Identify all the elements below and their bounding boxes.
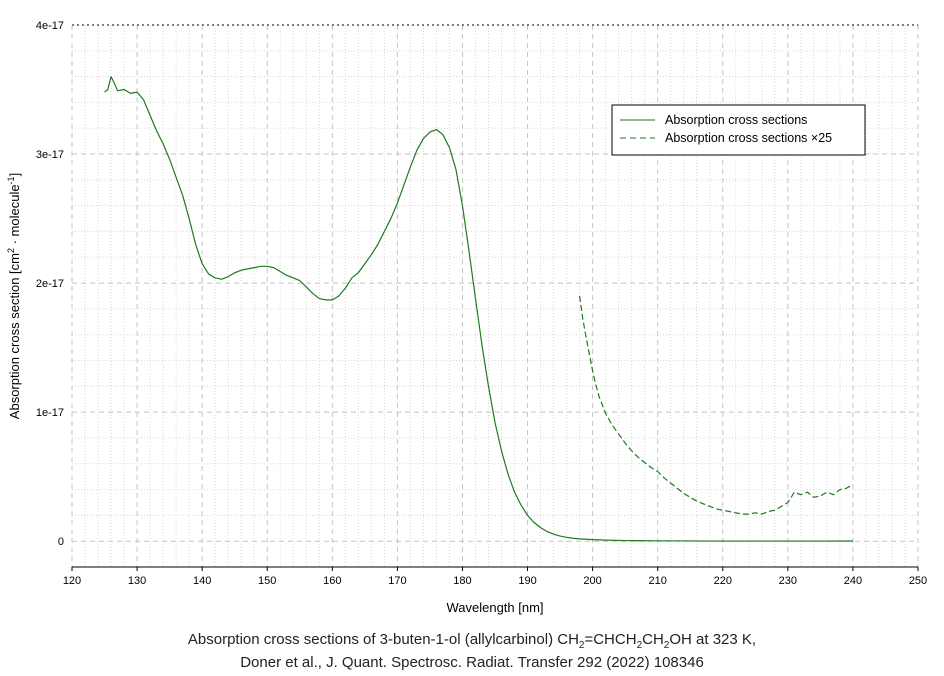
x-tick-label: 190 — [518, 575, 536, 587]
y-tick-label: 0 — [58, 536, 64, 548]
minor-grid — [72, 25, 918, 567]
y-axis-title-main: Absorption cross section [cm — [7, 253, 22, 419]
y-tick-label: 2e-17 — [36, 278, 64, 290]
caption-text-a: Absorption cross sections of 3-buten-1-o… — [187, 631, 579, 648]
x-tick-label: 200 — [583, 575, 601, 587]
x-tick-label: 170 — [388, 575, 406, 587]
caption-text-c: CH — [642, 631, 664, 648]
x-tick-label: 140 — [193, 575, 211, 587]
series-line-absorption-x25 — [579, 295, 854, 515]
x-tick-label: 180 — [453, 575, 471, 587]
y-tick-label: 4e-17 — [36, 20, 64, 32]
x-tick-label: 210 — [649, 575, 667, 587]
legend-label-dashed: Absorption cross sections ×25 — [665, 131, 832, 145]
x-tick-label: 220 — [714, 575, 732, 587]
x-tick-label: 130 — [128, 575, 146, 587]
legend-label-solid: Absorption cross sections — [665, 113, 807, 127]
caption-sub-a: 2 — [578, 640, 585, 651]
y-axis-title-sup1: 2 — [6, 248, 16, 253]
legend: Absorption cross sections Absorption cro… — [611, 104, 866, 156]
series-layer — [104, 76, 854, 542]
chart: 120 130 140 150 160 170 180 190 200 210 220 230 240 2… — [6, 20, 927, 615]
y-tick-label: 3e-17 — [36, 149, 64, 161]
legend-box — [611, 104, 866, 156]
y-axis-title: Absorption cross section [cm2 · molecule… — [6, 173, 22, 419]
x-tick-label: 150 — [258, 575, 276, 587]
x-tick-label: 120 — [63, 575, 81, 587]
x-tick-label: 230 — [779, 575, 797, 587]
caption-sub-c: 2 — [663, 640, 670, 651]
y-tick-label: 1e-17 — [36, 407, 64, 419]
y-axis-title-end: ] — [7, 173, 22, 177]
x-tick-label: 250 — [909, 575, 927, 587]
x-tick-label: 160 — [323, 575, 341, 587]
y-axis-title-mid: · molecule — [7, 184, 22, 248]
y-axis-title-sup2: -1 — [6, 176, 16, 184]
x-axis-title: Wavelength [nm] — [446, 600, 543, 615]
caption-line-1: Absorption cross sections of 3-buten-1-o… — [0, 631, 944, 651]
y-axis-ticks: 0 1e-17 2e-17 3e-17 4e-17 — [36, 20, 64, 548]
series-line-absorption — [104, 76, 853, 542]
caption-text-d: OH at 323 K, — [669, 631, 757, 648]
x-axis-ticks: 120 130 140 150 160 170 180 190 200 210 220 230 240 2… — [63, 567, 927, 587]
caption-sub-b: 2 — [636, 640, 643, 651]
caption-text-b: =CHCH — [584, 631, 637, 648]
caption-line-2: Doner et al., J. Quant. Spectrosc. Radia… — [240, 654, 704, 671]
x-tick-label: 240 — [844, 575, 862, 587]
